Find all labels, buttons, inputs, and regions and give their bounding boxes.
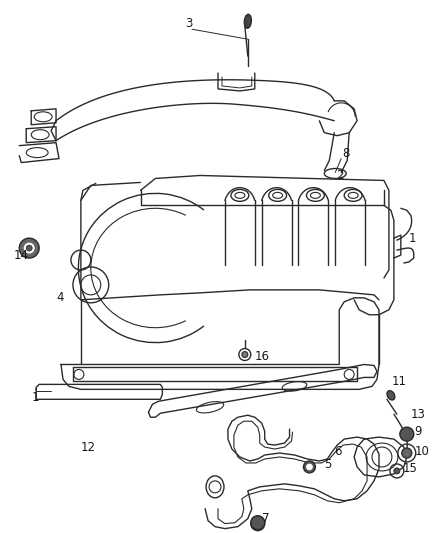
Circle shape — [19, 238, 39, 258]
Circle shape — [242, 352, 248, 358]
Text: 10: 10 — [415, 445, 430, 457]
Text: 8: 8 — [342, 147, 350, 160]
Circle shape — [402, 448, 412, 458]
Text: 3: 3 — [185, 17, 193, 30]
Ellipse shape — [244, 14, 251, 28]
Circle shape — [251, 516, 265, 530]
Text: 5: 5 — [324, 458, 332, 472]
Text: 14: 14 — [13, 248, 28, 262]
Text: 1: 1 — [409, 232, 416, 245]
Text: 11: 11 — [392, 375, 407, 388]
Text: 13: 13 — [411, 408, 426, 421]
Ellipse shape — [387, 391, 395, 400]
Text: 16: 16 — [255, 350, 270, 363]
Circle shape — [26, 245, 32, 251]
Text: 15: 15 — [403, 463, 418, 475]
Circle shape — [304, 461, 315, 473]
Circle shape — [394, 468, 400, 474]
Text: 6: 6 — [334, 445, 342, 457]
Text: 7: 7 — [262, 512, 269, 525]
Circle shape — [24, 243, 34, 253]
Text: 4: 4 — [56, 292, 64, 304]
Circle shape — [400, 427, 414, 441]
Text: 2: 2 — [336, 169, 344, 182]
Text: 12: 12 — [81, 441, 96, 454]
Text: 9: 9 — [414, 425, 421, 438]
Circle shape — [307, 464, 312, 470]
Circle shape — [251, 516, 265, 531]
Text: 1: 1 — [31, 391, 39, 404]
